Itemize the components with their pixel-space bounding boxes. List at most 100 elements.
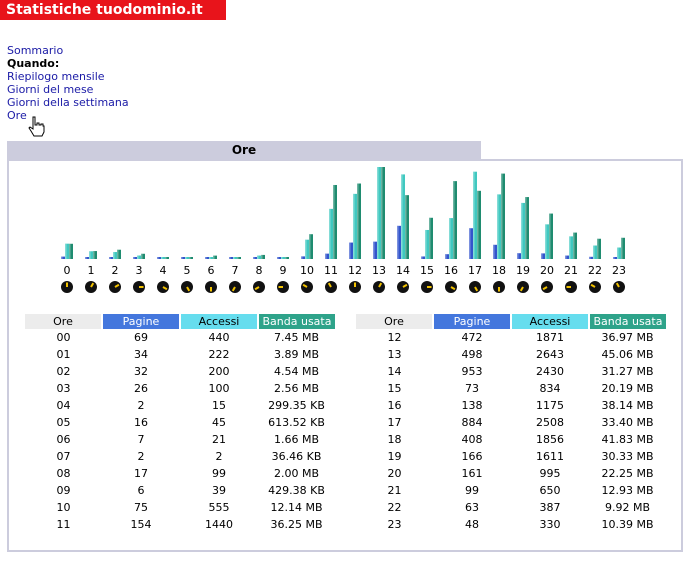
- bar-highlight: [521, 202, 523, 259]
- table-row: 14 953 2430 31.27 MB: [356, 363, 666, 380]
- col-header-pages: Pagine: [101, 314, 180, 329]
- bar-accessi-1: [89, 251, 93, 259]
- cell-hour: 10: [56, 501, 71, 514]
- cell-pages: 16: [134, 416, 148, 429]
- cell-pages: 154: [130, 518, 152, 531]
- nav-link-summary[interactable]: Sommario: [7, 44, 64, 57]
- x-tick-label: 4: [160, 264, 167, 277]
- bar-highlight: [89, 251, 91, 259]
- cell-pages: 166: [461, 450, 483, 463]
- cell-hits: 99: [212, 467, 226, 480]
- cell-pages: 6: [137, 484, 145, 497]
- clock-icon: [181, 281, 193, 293]
- cell-hour: 23: [387, 518, 402, 531]
- bar-highlight: [405, 195, 407, 259]
- bar-pagine-18: [493, 244, 497, 259]
- cell-hits: 1175: [536, 399, 564, 412]
- x-tick-label: 0: [64, 264, 71, 277]
- cell-hits: 440: [208, 331, 230, 344]
- cell-pages: 498: [461, 348, 483, 361]
- bar-highlight: [425, 229, 427, 259]
- bar-highlight: [401, 174, 403, 259]
- table-row: 23 48 330 10.39 MB: [356, 516, 666, 533]
- clock-icon: [301, 281, 313, 293]
- x-tick-label: 2: [112, 264, 119, 277]
- bar-accessi-9: [281, 257, 285, 259]
- bar-banda-usata-7: [237, 257, 241, 259]
- bar-highlight: [377, 167, 379, 259]
- bar-pagine-11: [325, 253, 329, 259]
- cell-hits: 45: [212, 416, 226, 429]
- table-row: 20 161 995 22.25 MB: [356, 465, 666, 482]
- bar-highlight: [257, 255, 259, 259]
- cell-bandwidth: 41.83 MB: [601, 433, 654, 446]
- cell-hour: 11: [56, 518, 71, 531]
- table-row: 09 6 39 429.38 KB: [25, 482, 335, 499]
- bar-accessi-19: [521, 202, 525, 259]
- cell-hour: 02: [56, 365, 71, 378]
- table-row: 10 75 555 12.14 MB: [25, 499, 335, 516]
- cell-pages: 69: [134, 331, 148, 344]
- bar-accessi-17: [473, 171, 477, 259]
- x-tick-label: 16: [444, 264, 458, 277]
- section-tab-title: Ore: [7, 141, 481, 160]
- clock-icon: [325, 281, 337, 293]
- nav-link-monthly[interactable]: Riepilogo mensile: [7, 70, 105, 83]
- bar-highlight: [497, 194, 499, 259]
- x-tick-label: 11: [324, 264, 338, 277]
- nav-link-days-of-week[interactable]: Giorni della settimana: [7, 96, 129, 109]
- cell-hits: 555: [208, 501, 230, 514]
- bar-accessi-2: [113, 252, 117, 259]
- cell-hour: 04: [56, 399, 71, 412]
- cell-hits: 39: [212, 484, 226, 497]
- bar-accessi-11: [329, 208, 333, 259]
- cell-bandwidth: 30.33 MB: [601, 450, 654, 463]
- bar-pagine-16: [445, 254, 449, 259]
- x-tick-label: 23: [612, 264, 626, 277]
- bar-banda-usata-18: [501, 173, 505, 259]
- bar-highlight: [117, 249, 119, 259]
- cell-hour: 22: [387, 501, 402, 514]
- cell-hour: 09: [56, 484, 71, 497]
- bar-banda-usata-20: [549, 213, 553, 259]
- bar-highlight: [157, 257, 159, 259]
- bar-highlight: [261, 254, 263, 259]
- bar-banda-usata-15: [429, 217, 433, 259]
- nav-link-hours[interactable]: Ore: [7, 109, 27, 122]
- table-row: 17 884 2508 33.40 MB: [356, 414, 666, 431]
- bar-highlight: [93, 251, 95, 259]
- nav-link-days-of-month[interactable]: Giorni del mese: [7, 83, 94, 96]
- cell-pages: 138: [461, 399, 483, 412]
- clock-icon: [133, 281, 145, 293]
- bar-pagine-9: [277, 257, 281, 259]
- cell-bandwidth: 45.06 MB: [601, 348, 654, 361]
- cell-hits: 2643: [536, 348, 564, 361]
- bar-pagine-19: [517, 253, 521, 259]
- clock-icon: [469, 281, 481, 293]
- x-tick-label: 9: [280, 264, 287, 277]
- bar-highlight: [309, 234, 311, 259]
- x-tick-label: 1: [88, 264, 95, 277]
- bar-pagine-2: [109, 257, 113, 259]
- bar-highlight: [565, 255, 567, 259]
- bar-banda-usata-3: [141, 253, 145, 259]
- bar-highlight: [233, 257, 235, 259]
- bar-banda-usata-4: [165, 257, 169, 259]
- cell-bandwidth: 1.66 MB: [273, 433, 320, 446]
- clock-icon: [277, 281, 289, 293]
- bar-accessi-20: [545, 224, 549, 259]
- bar-pagine-23: [613, 257, 617, 259]
- x-tick-label: 15: [420, 264, 434, 277]
- bar-accessi-21: [569, 236, 573, 259]
- bar-pagine-21: [565, 255, 569, 259]
- table-row: 01 34 222 3.89 MB: [25, 346, 335, 363]
- clock-icon: [61, 281, 73, 293]
- bar-highlight: [109, 257, 111, 259]
- bar-pagine-15: [421, 256, 425, 259]
- cell-bandwidth: 22.25 MB: [601, 467, 654, 480]
- col-header-hits: Accessi: [179, 314, 258, 329]
- cell-bandwidth: 2.00 MB: [273, 467, 320, 480]
- x-tick-label: 21: [564, 264, 578, 277]
- bar-banda-usata-14: [405, 195, 409, 259]
- cell-bandwidth: 12.14 MB: [270, 501, 323, 514]
